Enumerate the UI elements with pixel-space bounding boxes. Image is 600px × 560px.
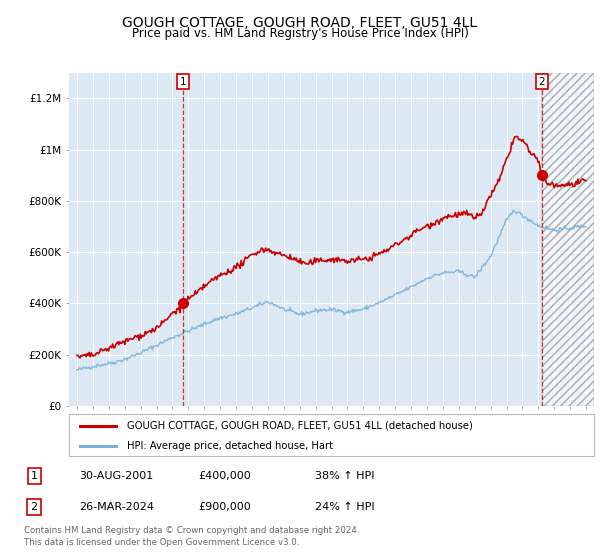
Text: 1: 1 [31,471,38,481]
Text: 26-MAR-2024: 26-MAR-2024 [79,502,154,512]
Text: Price paid vs. HM Land Registry's House Price Index (HPI): Price paid vs. HM Land Registry's House … [131,27,469,40]
Text: GOUGH COTTAGE, GOUGH ROAD, FLEET, GU51 4LL (detached house): GOUGH COTTAGE, GOUGH ROAD, FLEET, GU51 4… [127,421,473,431]
Text: 30-AUG-2001: 30-AUG-2001 [79,471,153,481]
Text: 2: 2 [539,77,545,87]
Text: £900,000: £900,000 [198,502,251,512]
Text: Contains HM Land Registry data © Crown copyright and database right 2024.
This d: Contains HM Land Registry data © Crown c… [23,526,359,547]
Text: 2: 2 [31,502,38,512]
Text: £400,000: £400,000 [198,471,251,481]
Text: 24% ↑ HPI: 24% ↑ HPI [314,502,374,512]
Text: 38% ↑ HPI: 38% ↑ HPI [314,471,374,481]
Text: 1: 1 [179,77,186,87]
Text: GOUGH COTTAGE, GOUGH ROAD, FLEET, GU51 4LL: GOUGH COTTAGE, GOUGH ROAD, FLEET, GU51 4… [122,16,478,30]
Text: HPI: Average price, detached house, Hart: HPI: Average price, detached house, Hart [127,441,333,451]
